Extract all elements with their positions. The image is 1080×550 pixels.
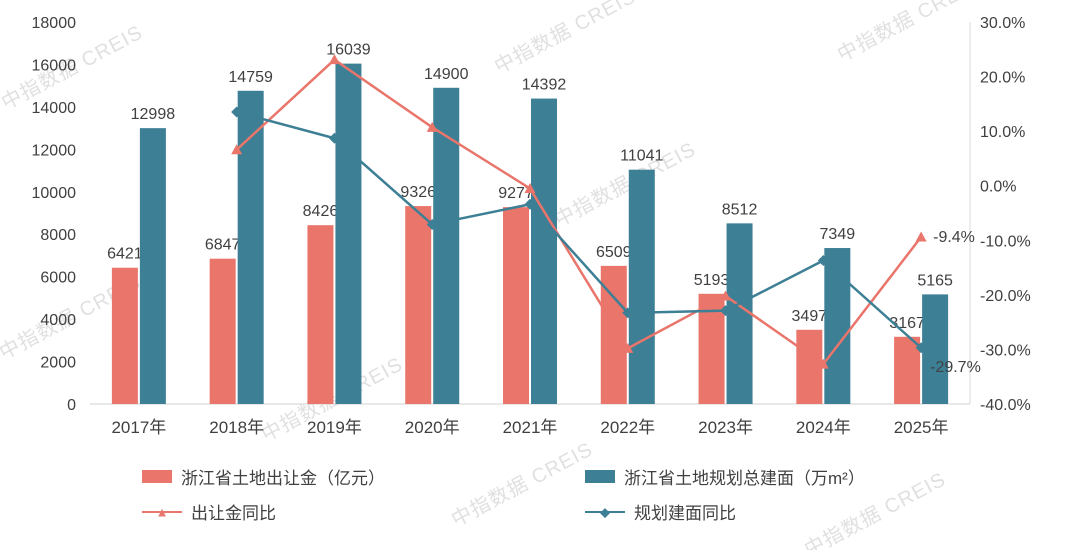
svg-text:8000: 8000	[40, 227, 76, 244]
svg-text:16000: 16000	[32, 57, 77, 74]
legend-item-land-sale-amount: 浙江省土地出让金（亿元）	[142, 464, 585, 489]
svg-text:2020年: 2020年	[405, 418, 460, 437]
svg-text:2024年: 2024年	[796, 418, 851, 437]
chart: 0 2000 4000 6000 8000 10000 12000 14000 16000 180…	[32, 15, 1031, 437]
teal-bar-swatch-icon	[585, 470, 615, 483]
svg-text:18000: 18000	[32, 15, 77, 32]
svg-text:9326: 9326	[400, 184, 436, 201]
svg-text:4000: 4000	[40, 312, 76, 329]
svg-text:9277: 9277	[498, 185, 534, 202]
legend-label: 规划建面同比	[634, 504, 736, 523]
svg-text:14759: 14759	[228, 69, 273, 86]
svg-text:8426: 8426	[303, 203, 339, 220]
legend-label: 出让金同比	[191, 504, 276, 523]
svg-text:2023年: 2023年	[698, 418, 753, 437]
svg-text:14900: 14900	[424, 66, 469, 83]
svg-text:0.0%: 0.0%	[980, 179, 1016, 196]
svg-text:12000: 12000	[32, 142, 77, 159]
svg-text:2025年: 2025年	[894, 418, 949, 437]
svg-text:8512: 8512	[722, 201, 758, 218]
svg-text:2017年: 2017年	[111, 418, 166, 437]
svg-text:6847: 6847	[205, 237, 241, 254]
svg-text:20.0%: 20.0%	[980, 70, 1025, 87]
svg-text:5165: 5165	[917, 272, 953, 289]
red-line-triangle-swatch-icon: ▲	[142, 505, 182, 519]
svg-text:2021年: 2021年	[503, 418, 558, 437]
svg-text:6000: 6000	[40, 270, 76, 287]
svg-text:5193: 5193	[694, 272, 730, 289]
svg-text:-40.0%: -40.0%	[980, 397, 1031, 414]
svg-text:-30.0%: -30.0%	[980, 342, 1031, 359]
svg-text:2018年: 2018年	[209, 418, 264, 437]
svg-text:11041: 11041	[620, 148, 663, 165]
plot-area: 0 2000 4000 6000 8000 10000 12000 14000 16000 180…	[32, 15, 1031, 437]
diamond-marker-icon: ◆	[600, 504, 610, 519]
svg-text:14000: 14000	[32, 100, 77, 117]
svg-text:16039: 16039	[326, 42, 371, 59]
svg-text:0: 0	[67, 397, 76, 414]
legend-item-sale-yoy: ▲ 出让金同比	[142, 499, 585, 524]
triangle-marker-icon: ▲	[155, 504, 169, 519]
legend-item-gfa-yoy: ◆ 规划建面同比	[585, 499, 865, 524]
svg-text:10.0%: 10.0%	[980, 124, 1025, 141]
svg-text:-9.4%: -9.4%	[933, 229, 975, 246]
svg-text:6421: 6421	[107, 246, 143, 263]
svg-text:14392: 14392	[522, 77, 567, 94]
svg-text:3497: 3497	[792, 308, 828, 325]
svg-text:6509: 6509	[596, 244, 632, 261]
legend-item-planned-gfa: 浙江省土地规划总建面（万m²）	[585, 464, 865, 489]
svg-text:12998: 12998	[131, 106, 176, 123]
red-bar-swatch-icon	[142, 470, 172, 483]
legend: 浙江省土地出让金（亿元） 浙江省土地规划总建面（万m²） ▲ 出让金同比 ◆ 规…	[142, 464, 865, 524]
teal-line-diamond-swatch-icon: ◆	[585, 505, 625, 519]
svg-text:2000: 2000	[40, 355, 76, 372]
legend-label: 浙江省土地出让金（亿元）	[181, 469, 385, 488]
svg-text:10000: 10000	[32, 185, 77, 202]
svg-text:30.0%: 30.0%	[980, 15, 1025, 32]
svg-text:-10.0%: -10.0%	[980, 233, 1031, 250]
legend-label: 浙江省土地规划总建面（万m²）	[624, 469, 865, 488]
svg-text:2022年: 2022年	[600, 418, 655, 437]
svg-text:7349: 7349	[820, 226, 856, 243]
svg-text:2019年: 2019年	[307, 418, 362, 437]
svg-text:-29.7%: -29.7%	[930, 359, 981, 376]
svg-text:-20.0%: -20.0%	[980, 288, 1031, 305]
